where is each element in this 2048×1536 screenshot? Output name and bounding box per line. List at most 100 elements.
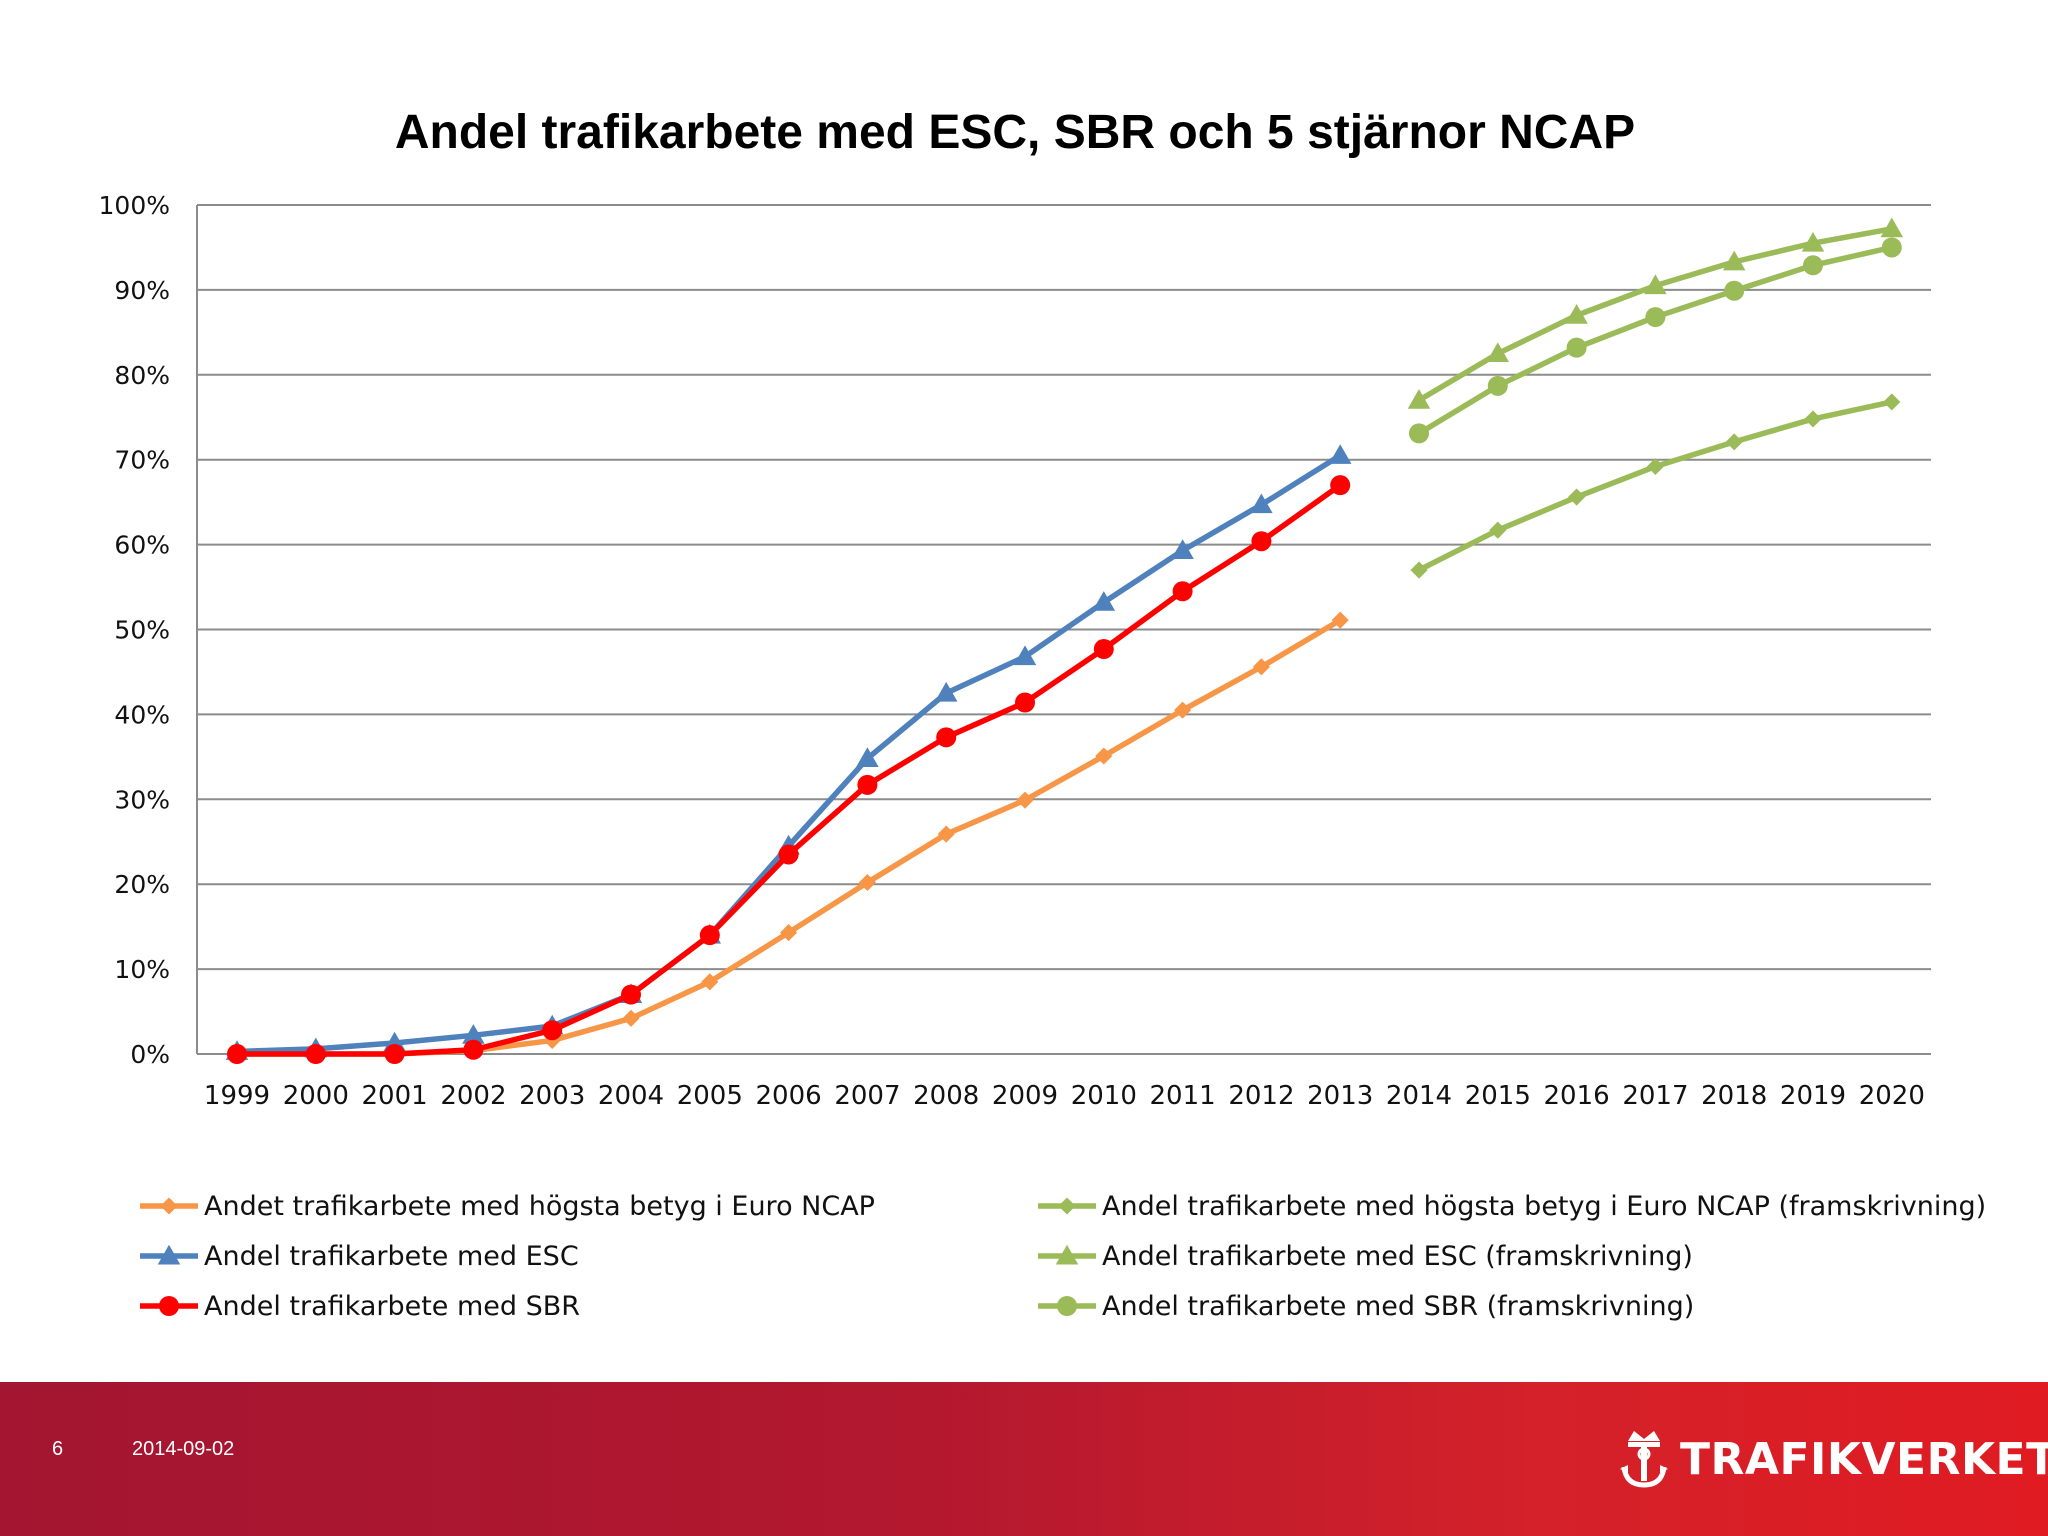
- series: [225, 217, 1904, 1064]
- data-point: [937, 825, 955, 843]
- y-tick-label: 30%: [114, 785, 170, 814]
- data-point: [1328, 444, 1352, 464]
- legend-marker: [159, 1296, 179, 1316]
- data-point: [227, 1044, 247, 1064]
- y-tick-label: 50%: [114, 616, 170, 645]
- data-point: [1803, 255, 1823, 276]
- slide-date: 2014-09-02: [132, 1438, 235, 1460]
- legend-marker: [160, 1197, 178, 1215]
- data-point: [1804, 410, 1822, 428]
- x-tick-label: 2001: [362, 1081, 428, 1111]
- x-tick-label: 2006: [756, 1081, 822, 1111]
- data-point: [858, 873, 876, 892]
- x-tick-label: 2017: [1622, 1081, 1688, 1111]
- x-tick-label: 2000: [283, 1081, 349, 1111]
- data-point: [1883, 393, 1901, 411]
- data-point: [1489, 521, 1507, 539]
- x-tick-label: 2014: [1386, 1081, 1452, 1111]
- data-point: [1407, 389, 1431, 409]
- data-point: [1565, 304, 1588, 324]
- x-tick-label: 2009: [992, 1081, 1058, 1111]
- legend-swatch-sbr-forecast: [1038, 1296, 1096, 1316]
- chart-title: Andel trafikarbete med ESC, SBR och 5 st…: [394, 106, 1636, 159]
- data-point: [1644, 274, 1667, 295]
- data-point: [1801, 231, 1825, 252]
- x-tick-label: 2015: [1465, 1081, 1531, 1111]
- data-point: [462, 1024, 485, 1044]
- data-point: [778, 844, 799, 865]
- x-tick-label: 2003: [519, 1081, 585, 1111]
- legend-label-ncap-forecast: Andel trafikarbete med högsta betyg i Eu…: [1102, 1190, 1987, 1222]
- data-point: [1410, 561, 1428, 579]
- data-point: [1409, 423, 1429, 444]
- data-point: [780, 924, 798, 942]
- x-tick-label: 2005: [677, 1081, 743, 1111]
- data-point: [1646, 457, 1664, 476]
- data-point: [1880, 217, 1904, 238]
- y-tick-label: 90%: [114, 276, 170, 305]
- data-point: [1095, 747, 1113, 765]
- data-point: [1645, 307, 1666, 328]
- data-point: [621, 984, 641, 1005]
- crown-anchor-icon: [1620, 1431, 1668, 1488]
- y-tick-label: 20%: [114, 870, 170, 899]
- y-tick-label: 0%: [130, 1040, 170, 1069]
- data-point: [1092, 591, 1116, 611]
- x-tick-label: 2008: [913, 1081, 979, 1111]
- legend-marker: [1057, 1296, 1077, 1316]
- legend-label-sbr-forecast: Andel trafikarbete med SBR (framskrivnin…: [1102, 1290, 1695, 1322]
- data-point: [1487, 375, 1508, 396]
- data-point: [1881, 237, 1902, 258]
- data-point: [542, 1020, 563, 1041]
- legend-item-esc: Andel trafikarbete med ESC: [138, 1236, 579, 1276]
- legend-swatch-ncap: [140, 1197, 198, 1215]
- data-point: [934, 681, 958, 702]
- data-point: [936, 727, 957, 748]
- series-4: [1407, 217, 1904, 409]
- y-tick-label: 40%: [114, 700, 170, 729]
- data-point: [1250, 493, 1273, 514]
- x-tick-label: 2004: [598, 1081, 664, 1111]
- series-1: [225, 444, 1352, 1060]
- data-point: [1722, 250, 1746, 271]
- data-point: [1252, 658, 1270, 676]
- x-tick-label: 2012: [1228, 1081, 1294, 1111]
- x-tick-label: 2007: [834, 1081, 900, 1111]
- x-tick-label: 1999: [204, 1081, 270, 1111]
- axes: 0% 10% 20% 30% 40% 50% 60% 70% 80% 90% 100% 1999 200…: [99, 191, 1925, 1111]
- data-point: [1171, 539, 1194, 559]
- data-point: [699, 925, 720, 946]
- data-point: [1566, 337, 1587, 358]
- data-point: [1015, 692, 1035, 713]
- page-number: 6: [52, 1438, 64, 1460]
- data-point: [1093, 639, 1114, 660]
- data-point: [1172, 581, 1193, 602]
- series-3: [1410, 393, 1901, 579]
- data-point: [856, 747, 879, 767]
- legend-label-sbr: Andel trafikarbete med SBR: [204, 1290, 581, 1322]
- legend-item-sbr: Andel trafikarbete med SBR: [138, 1286, 580, 1326]
- legend-swatch-esc-forecast: [1038, 1244, 1096, 1265]
- line-chart: 0% 10% 20% 30% 40% 50% 60% 70% 80% 90% 100% 1999 200…: [99, 191, 1931, 1111]
- legend-item-ncap-forecast: Andel trafikarbete med högsta betyg i Eu…: [1036, 1186, 1986, 1226]
- x-tick-label: 2016: [1544, 1081, 1610, 1111]
- legend-swatch-ncap-forecast: [1038, 1197, 1096, 1215]
- data-point: [1251, 531, 1272, 552]
- y-tick-label: 60%: [114, 531, 170, 560]
- x-tick-label: 2020: [1859, 1081, 1925, 1111]
- data-point: [1331, 611, 1349, 629]
- x-tick-label: 2013: [1307, 1081, 1373, 1111]
- x-tick-label: 2011: [1150, 1081, 1216, 1111]
- y-tick-label: 70%: [114, 446, 170, 475]
- legend-swatch-sbr: [140, 1296, 198, 1316]
- data-point: [1330, 475, 1351, 496]
- x-tick-label: 2010: [1071, 1081, 1137, 1111]
- series-2: [227, 475, 1351, 1064]
- data-point: [1724, 280, 1745, 301]
- y-tick-label: 100%: [99, 191, 170, 220]
- legend-marker: [1058, 1197, 1076, 1215]
- trafikverket-logo: TRAFIKVERKET: [1618, 1424, 2048, 1494]
- data-point: [1016, 791, 1034, 809]
- legend-swatch-esc: [140, 1244, 198, 1265]
- data-point: [305, 1044, 326, 1064]
